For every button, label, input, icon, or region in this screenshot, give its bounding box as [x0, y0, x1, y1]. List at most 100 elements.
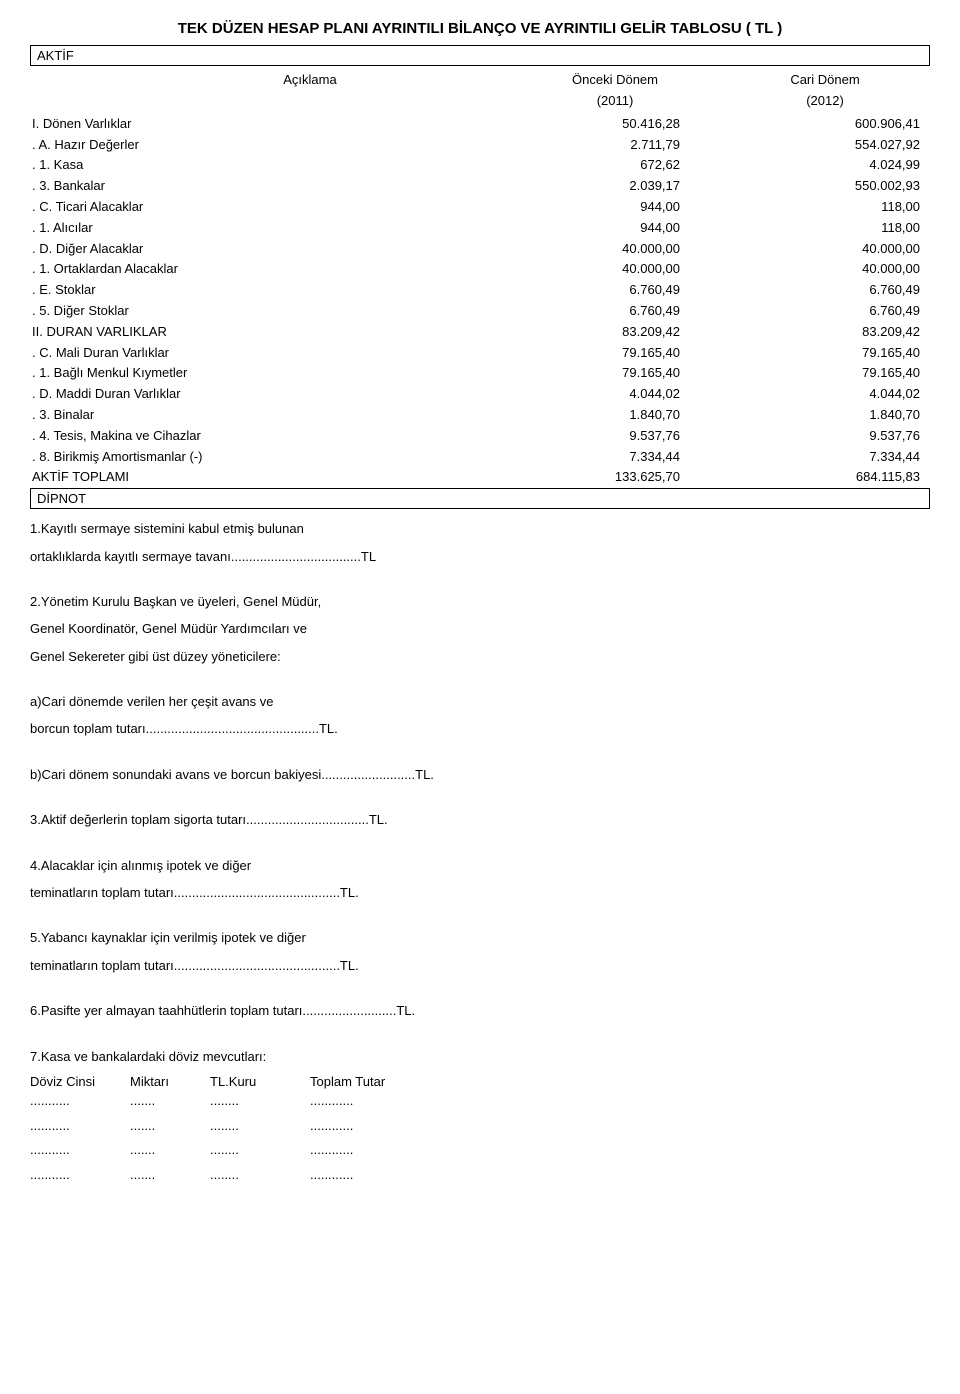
doviz-cell: ............	[310, 1114, 430, 1139]
row-curr: 118,00	[720, 218, 930, 239]
col-subheader-curr: (2012)	[720, 93, 930, 108]
note-line: a)Cari dönemde verilen her çeşit avans v…	[30, 690, 930, 713]
doviz-cell: ........	[210, 1114, 310, 1139]
doviz-col-kuru: TL.Kuru	[210, 1074, 310, 1089]
table-row: . 3. Binalar1.840,701.840,70	[30, 405, 930, 426]
section-header-dipnot: DİPNOT	[30, 488, 930, 509]
doviz-cell: ............	[310, 1138, 430, 1163]
note-line: 2.Yönetim Kurulu Başkan ve üyeleri, Gene…	[30, 590, 930, 613]
row-curr: 79.165,40	[720, 363, 930, 384]
row-prev: 2.039,17	[510, 176, 720, 197]
row-curr: 40.000,00	[720, 259, 930, 280]
note-gap	[30, 908, 930, 926]
doviz-cell: .......	[130, 1089, 210, 1114]
note-line: ortaklıklarda kayıtlı sermaye tavanı....…	[30, 545, 930, 568]
table-row: . E. Stoklar6.760,496.760,49	[30, 280, 930, 301]
row-curr: 83.209,42	[720, 322, 930, 343]
note-line: teminatların toplam tutarı..............…	[30, 954, 930, 977]
table-row: AKTİF TOPLAMI133.625,70684.115,83	[30, 467, 930, 488]
row-prev: 7.334,44	[510, 447, 720, 468]
table-row: . 1. Alıcılar944,00118,00	[30, 218, 930, 239]
col-header-curr: Cari Dönem	[720, 70, 930, 91]
doviz-cell: .......	[130, 1114, 210, 1139]
row-prev: 79.165,40	[510, 363, 720, 384]
table-row: . 8. Birikmiş Amortismanlar (-)7.334,447…	[30, 447, 930, 468]
row-curr: 1.840,70	[720, 405, 930, 426]
note-line: Genel Sekereter gibi üst düzey yöneticil…	[30, 645, 930, 668]
row-curr: 4.024,99	[720, 155, 930, 176]
row-prev: 1.840,70	[510, 405, 720, 426]
row-curr: 118,00	[720, 197, 930, 218]
row-label: . A. Hazır Değerler	[30, 135, 510, 156]
doviz-cell: ...........	[30, 1089, 130, 1114]
row-label: AKTİF TOPLAMI	[30, 467, 510, 488]
row-label: . 5. Diğer Stoklar	[30, 301, 510, 322]
row-label: . C. Ticari Alacaklar	[30, 197, 510, 218]
footnotes: 1.Kayıtlı sermaye sistemini kabul etmiş …	[30, 517, 930, 1068]
table-row: . 1. Ortaklardan Alacaklar40.000,0040.00…	[30, 259, 930, 280]
doviz-cell: .......	[130, 1138, 210, 1163]
row-label: . 4. Tesis, Makina ve Cihazlar	[30, 426, 510, 447]
doviz-cell: ...........	[30, 1163, 130, 1188]
doviz-row: ......................................	[30, 1163, 930, 1188]
note-line: b)Cari dönem sonundaki avans ve borcun b…	[30, 763, 930, 786]
table-row: . A. Hazır Değerler2.711,79554.027,92	[30, 135, 930, 156]
table-row: . 5. Diğer Stoklar6.760,496.760,49	[30, 301, 930, 322]
row-curr: 7.334,44	[720, 447, 930, 468]
note-line: teminatların toplam tutarı..............…	[30, 881, 930, 904]
table-row: . D. Diğer Alacaklar40.000,0040.000,00	[30, 239, 930, 260]
section-header-aktif: AKTİF	[30, 45, 930, 66]
row-prev: 83.209,42	[510, 322, 720, 343]
table-row: II. DURAN VARLIKLAR83.209,4283.209,42	[30, 322, 930, 343]
row-label: . 1. Bağlı Menkul Kıymetler	[30, 363, 510, 384]
doviz-rows: ........................................…	[30, 1089, 930, 1188]
note-gap	[30, 1027, 930, 1045]
row-prev: 2.711,79	[510, 135, 720, 156]
col-header-desc: Açıklama	[30, 70, 510, 91]
table-row: I. Dönen Varlıklar50.416,28600.906,41	[30, 114, 930, 135]
col-header-prev: Önceki Dönem	[510, 70, 720, 91]
doviz-row: ......................................	[30, 1138, 930, 1163]
row-curr: 6.760,49	[720, 301, 930, 322]
row-curr: 40.000,00	[720, 239, 930, 260]
row-label: . 1. Kasa	[30, 155, 510, 176]
row-curr: 550.002,93	[720, 176, 930, 197]
table-row: . 1. Bağlı Menkul Kıymetler79.165,4079.1…	[30, 363, 930, 384]
doviz-row: ......................................	[30, 1089, 930, 1114]
row-label: . 1. Alıcılar	[30, 218, 510, 239]
row-label: . 3. Binalar	[30, 405, 510, 426]
column-header-row: Açıklama Önceki Dönem Cari Dönem	[30, 70, 930, 91]
row-prev: 40.000,00	[510, 239, 720, 260]
doviz-cell: .......	[130, 1163, 210, 1188]
row-prev: 6.760,49	[510, 301, 720, 322]
note-line: 4.Alacaklar için alınmış ipotek ve diğer	[30, 854, 930, 877]
balance-table-body: I. Dönen Varlıklar50.416,28600.906,41. A…	[30, 114, 930, 488]
row-curr: 4.044,02	[720, 384, 930, 405]
row-prev: 944,00	[510, 218, 720, 239]
note-gap	[30, 836, 930, 854]
doviz-cell: ........	[210, 1089, 310, 1114]
doviz-cell: ............	[310, 1089, 430, 1114]
doviz-header-row: Döviz Cinsi Miktarı TL.Kuru Toplam Tutar	[30, 1074, 930, 1089]
row-prev: 9.537,76	[510, 426, 720, 447]
row-label: . D. Diğer Alacaklar	[30, 239, 510, 260]
table-row: . D. Maddi Duran Varlıklar4.044,024.044,…	[30, 384, 930, 405]
doviz-cell: ...........	[30, 1114, 130, 1139]
row-curr: 9.537,76	[720, 426, 930, 447]
doviz-col-miktari: Miktarı	[130, 1074, 210, 1089]
row-prev: 79.165,40	[510, 343, 720, 364]
note-gap	[30, 790, 930, 808]
row-prev: 40.000,00	[510, 259, 720, 280]
note-gap	[30, 981, 930, 999]
row-curr: 79.165,40	[720, 343, 930, 364]
doviz-col-cinsi: Döviz Cinsi	[30, 1074, 130, 1089]
doviz-cell: ........	[210, 1163, 310, 1188]
note-line: 5.Yabancı kaynaklar için verilmiş ipotek…	[30, 926, 930, 949]
row-curr: 600.906,41	[720, 114, 930, 135]
row-prev: 672,62	[510, 155, 720, 176]
note-gap	[30, 572, 930, 590]
row-label: II. DURAN VARLIKLAR	[30, 322, 510, 343]
document-title: TEK DÜZEN HESAP PLANI AYRINTILI BİLANÇO …	[30, 20, 930, 37]
note-line: borcun toplam tutarı....................…	[30, 717, 930, 740]
table-row: . C. Ticari Alacaklar944,00118,00	[30, 197, 930, 218]
